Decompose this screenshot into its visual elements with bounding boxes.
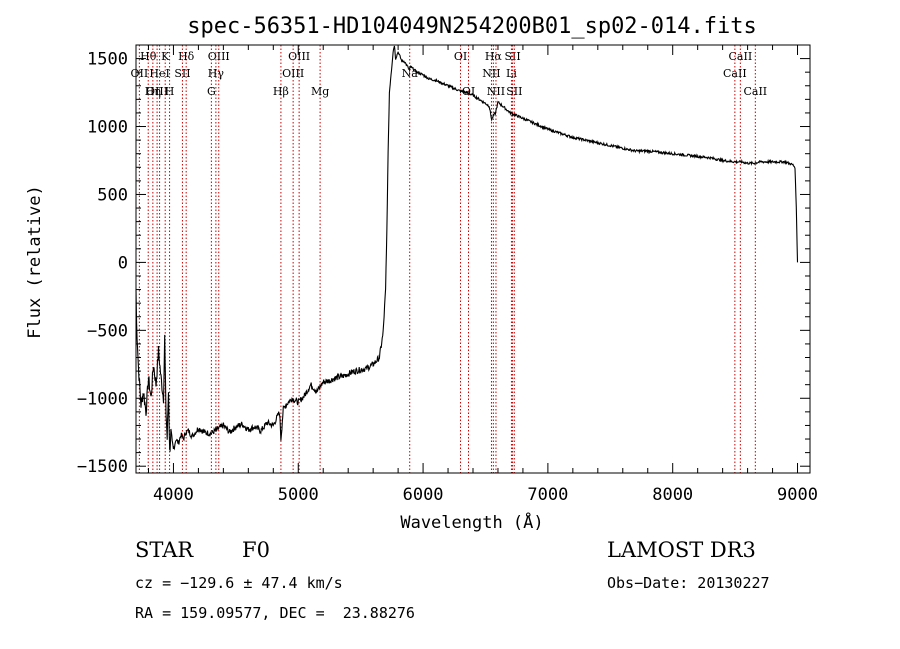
spectral-line-label: H: [165, 85, 175, 98]
spectral-line-label: Li: [506, 67, 517, 80]
coordinates-readout: RA = 159.09577, DEC = 23.88276: [135, 604, 415, 622]
x-tick-label: 5000: [278, 485, 319, 505]
x-tick-label: 7000: [527, 485, 568, 505]
y-tick-label: −1500: [77, 457, 128, 477]
spectral-line-label: OIII: [282, 67, 304, 80]
x-tick-label: 4000: [153, 485, 194, 505]
spectrum-line: [135, 45, 799, 453]
y-axis-label: Flux (relative): [25, 185, 45, 339]
spectral-line-label: OIII: [146, 85, 168, 98]
spectral-line-label: SII: [506, 85, 522, 98]
plot-frame: [135, 44, 811, 474]
y-tick-label: 1500: [87, 50, 128, 70]
spectral-line-label: Hγ: [208, 67, 225, 80]
y-tick-label: −1000: [77, 389, 128, 409]
spectral-line-label: K: [161, 50, 170, 63]
object-class: STAR: [135, 538, 194, 562]
x-tick-label: 6000: [403, 485, 444, 505]
object-subclass: F0: [242, 538, 270, 562]
chart-title: spec-56351-HD104049N254200B01_sp02-014.f…: [187, 14, 757, 39]
spectral-line-label: OIII: [208, 50, 230, 63]
y-tick-label: 1000: [87, 118, 128, 138]
spectral-line-label: Mg: [311, 85, 329, 98]
redshift-readout: cz = −129.6 ± 47.4 km/s: [135, 574, 343, 592]
spectral-line-label: CaII: [729, 50, 753, 63]
spectral-line-label: Hβ: [273, 85, 289, 98]
x-tick-label: 9000: [777, 485, 818, 505]
spectral-line-label: OI: [454, 50, 467, 63]
spectral-line-label: Hθ: [140, 50, 157, 63]
spectral-line-label: Hα: [485, 50, 503, 63]
spectral-line-label: HeI: [149, 67, 169, 80]
y-tick-label: −500: [87, 321, 128, 341]
spectral-line-label: OII: [131, 67, 149, 80]
spectral-line-label: NII: [487, 85, 505, 98]
spectral-line-label: SII: [504, 50, 520, 63]
x-axis-label: Wavelength (Å): [400, 511, 543, 533]
observation-date: Obs−Date: 20130227: [607, 574, 770, 592]
survey-name: LAMOST DR3: [607, 538, 756, 562]
spectral-line-label: OIII: [288, 50, 310, 63]
y-tick-label: 500: [97, 185, 128, 205]
spectral-line-label: SII: [174, 67, 190, 80]
spectral-line-label: CaII: [743, 85, 767, 98]
spectral-line-label: Hδ: [178, 50, 195, 63]
spectral-line-label: Hη: [145, 85, 161, 98]
spectral-line-label: CaII: [723, 67, 747, 80]
y-tick-label: 0: [118, 253, 128, 273]
axes: 4000 5000 6000 7000 8000 9000 −1500 −1000 −500 0 5…: [77, 45, 818, 505]
x-tick-label: 8000: [652, 485, 693, 505]
spectrum-series: [135, 45, 799, 453]
spectral-line-label: G: [207, 85, 216, 98]
spectral-line-label: NII: [482, 67, 500, 80]
